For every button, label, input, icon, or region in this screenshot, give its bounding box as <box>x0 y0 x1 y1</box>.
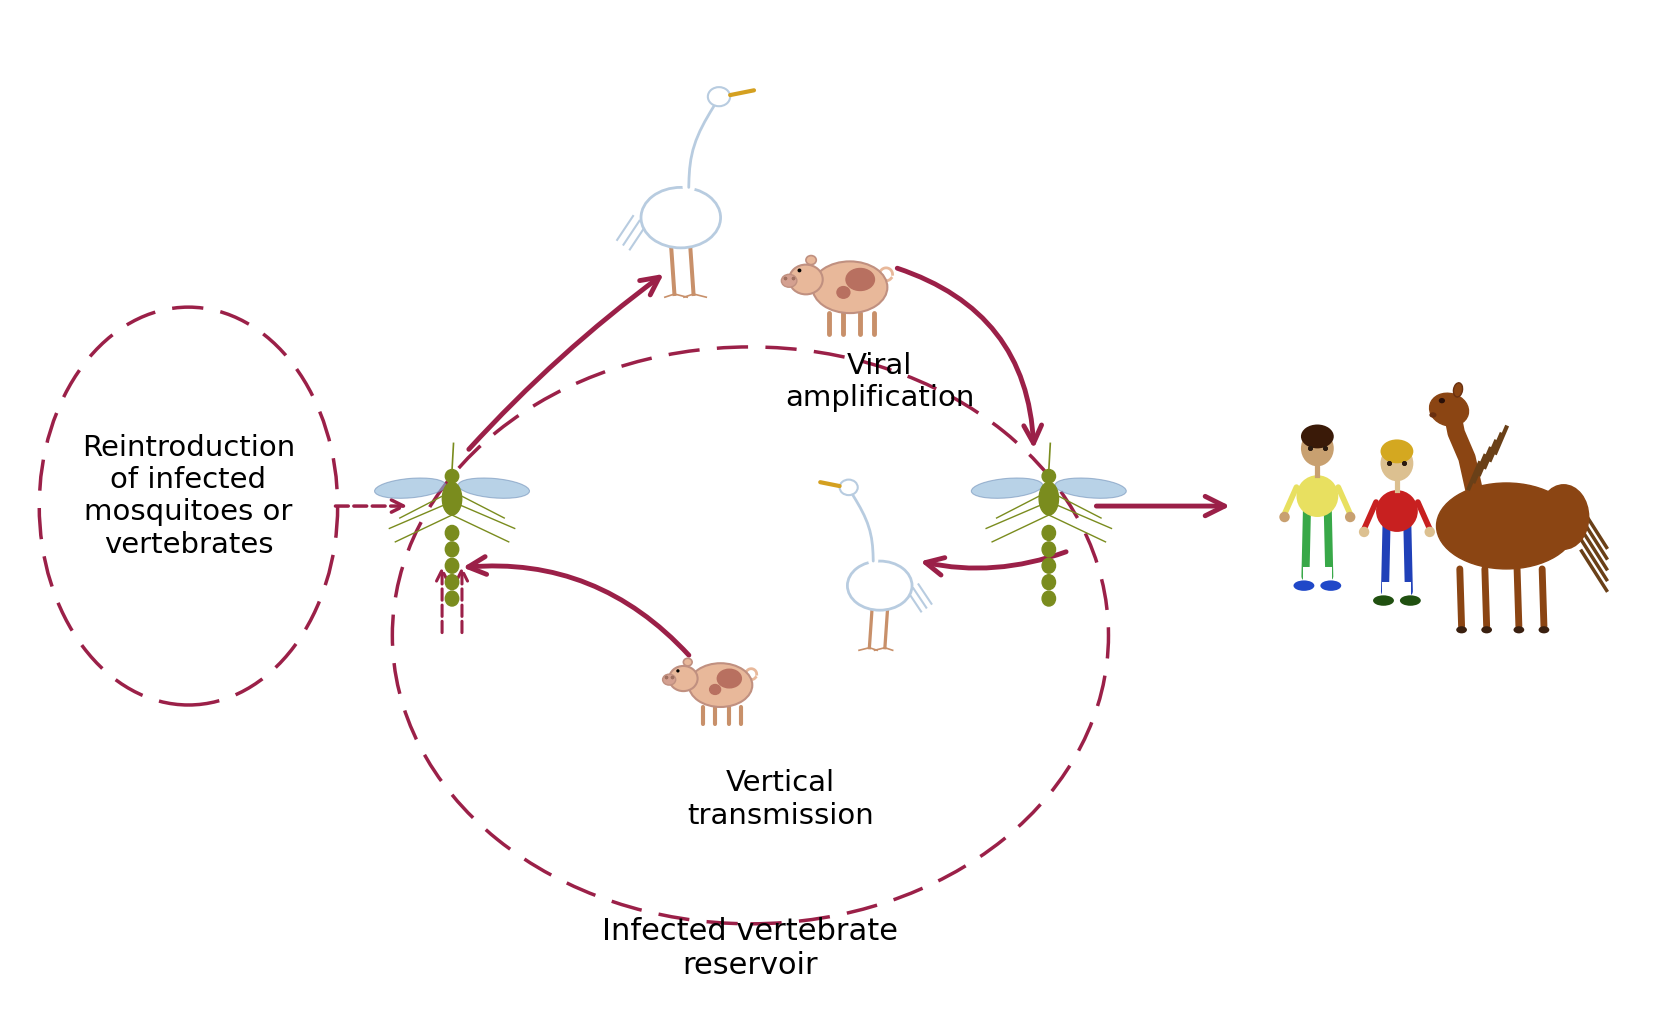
Ellipse shape <box>798 268 801 272</box>
Ellipse shape <box>662 674 675 685</box>
Ellipse shape <box>1514 626 1524 633</box>
Ellipse shape <box>813 261 887 313</box>
Ellipse shape <box>684 658 692 666</box>
Ellipse shape <box>677 669 680 672</box>
Ellipse shape <box>1481 626 1493 633</box>
Ellipse shape <box>1043 558 1056 573</box>
Ellipse shape <box>1039 482 1059 515</box>
Ellipse shape <box>1539 626 1549 633</box>
Ellipse shape <box>710 685 720 694</box>
Ellipse shape <box>1437 483 1576 569</box>
Ellipse shape <box>442 482 462 515</box>
Ellipse shape <box>862 564 910 600</box>
Ellipse shape <box>789 264 823 294</box>
Ellipse shape <box>806 256 816 264</box>
Ellipse shape <box>445 575 458 589</box>
Ellipse shape <box>1279 512 1289 522</box>
Ellipse shape <box>445 558 458 573</box>
Ellipse shape <box>1438 398 1445 403</box>
Ellipse shape <box>847 562 912 610</box>
Ellipse shape <box>1380 439 1413 463</box>
Ellipse shape <box>1294 580 1314 591</box>
Ellipse shape <box>717 669 741 688</box>
Ellipse shape <box>458 478 530 498</box>
Ellipse shape <box>640 188 720 248</box>
Ellipse shape <box>445 592 458 606</box>
Ellipse shape <box>1400 596 1420 606</box>
Ellipse shape <box>669 666 698 691</box>
Ellipse shape <box>1043 525 1056 541</box>
Ellipse shape <box>445 469 458 483</box>
Ellipse shape <box>374 478 445 498</box>
Ellipse shape <box>1301 431 1334 466</box>
Ellipse shape <box>1456 626 1466 633</box>
Ellipse shape <box>1374 596 1394 606</box>
Ellipse shape <box>1043 575 1056 589</box>
Ellipse shape <box>1043 542 1056 556</box>
Ellipse shape <box>445 542 458 556</box>
Ellipse shape <box>1453 382 1463 397</box>
Ellipse shape <box>839 480 857 495</box>
Ellipse shape <box>1043 592 1056 606</box>
Ellipse shape <box>1301 425 1334 449</box>
Ellipse shape <box>1359 526 1369 537</box>
Ellipse shape <box>1375 490 1418 531</box>
Ellipse shape <box>971 478 1043 498</box>
Ellipse shape <box>1296 476 1339 517</box>
Ellipse shape <box>642 191 703 235</box>
Text: Reintroduction
of infected
mosquitoes or
vertebrates: Reintroduction of infected mosquitoes or… <box>81 433 295 558</box>
Ellipse shape <box>846 268 874 290</box>
Ellipse shape <box>1380 445 1413 481</box>
Ellipse shape <box>1054 478 1127 498</box>
Ellipse shape <box>1321 580 1341 591</box>
Text: Viral
amplification: Viral amplification <box>784 351 975 412</box>
Ellipse shape <box>1539 485 1589 549</box>
Text: Vertical
transmission: Vertical transmission <box>687 770 874 830</box>
Ellipse shape <box>1346 512 1355 522</box>
Text: Infected vertebrate
reservoir: Infected vertebrate reservoir <box>602 918 899 980</box>
Ellipse shape <box>708 87 730 107</box>
Ellipse shape <box>688 663 753 707</box>
Ellipse shape <box>837 287 851 298</box>
Ellipse shape <box>445 525 458 541</box>
Ellipse shape <box>1043 469 1056 483</box>
Ellipse shape <box>1430 412 1437 418</box>
Ellipse shape <box>1425 526 1435 537</box>
Ellipse shape <box>781 275 796 287</box>
Ellipse shape <box>1430 394 1468 426</box>
